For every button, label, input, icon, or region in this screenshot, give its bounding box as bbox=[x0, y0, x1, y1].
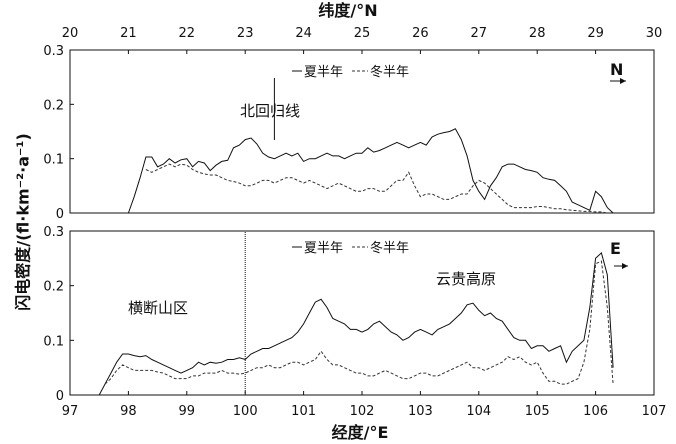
bottom-x-tick-label: 102 bbox=[350, 404, 375, 419]
top-x-tick-label: 27 bbox=[471, 26, 488, 41]
top-winter-line bbox=[145, 163, 608, 214]
top-y-tick-label: 0.2 bbox=[43, 98, 64, 113]
yungui-plateau-label: 云贵高原 bbox=[436, 270, 496, 288]
top-series bbox=[127, 128, 614, 214]
bottom-summer-line bbox=[98, 251, 614, 396]
top-x-tick-label: 29 bbox=[587, 26, 604, 41]
top-x-tick-label: 23 bbox=[237, 26, 254, 41]
top-legend-winter-label: 冬半年 bbox=[370, 64, 409, 80]
top-y-tick-label: 0 bbox=[56, 207, 64, 222]
bottom-legend-summer-label: 夏半年 bbox=[304, 241, 343, 256]
bottom-x-tick-label: 105 bbox=[525, 404, 550, 419]
bottom-x-tick-label: 97 bbox=[62, 404, 79, 419]
top-summer-line bbox=[127, 128, 614, 214]
bottom-legend-winter-label: 冬半年 bbox=[370, 240, 409, 256]
top-x-axis-title: 纬度/°N bbox=[318, 1, 377, 20]
top-legend-summer-label: 夏半年 bbox=[304, 65, 343, 80]
bottom-x-axis-title: 经度/°E bbox=[332, 423, 389, 442]
bottom-y-tick-label: 0.1 bbox=[43, 334, 64, 349]
top-x-ticks: 20 21 22 23 24 25 26 27 28 29 30 bbox=[62, 26, 663, 54]
bottom-x-tick-label: 99 bbox=[179, 404, 196, 419]
bottom-direction-label: E bbox=[610, 239, 621, 258]
top-x-tick-label: 20 bbox=[62, 26, 79, 41]
bottom-y-tick-label: 0.3 bbox=[43, 225, 64, 240]
bottom-x-tick-label: 98 bbox=[120, 404, 137, 419]
bottom-x-tick-label: 104 bbox=[466, 404, 491, 419]
top-legend: 夏半年 冬半年 bbox=[292, 64, 409, 80]
bottom-x-tick-label: 106 bbox=[583, 404, 608, 419]
y-axis-title: 闪电密度/(fl·km⁻²·a⁻¹) bbox=[14, 133, 33, 311]
bottom-legend: 夏半年 冬半年 bbox=[292, 240, 409, 256]
bottom-winter-line bbox=[104, 260, 614, 385]
top-direction-arrowhead bbox=[620, 78, 626, 84]
bottom-x-tick-label: 107 bbox=[642, 404, 667, 419]
bottom-x-tick-label: 103 bbox=[408, 404, 433, 419]
top-x-tick-label: 28 bbox=[529, 26, 546, 41]
bottom-panel: 97 98 99 100 101 102 103 104 105 106 107 0 0.1 0.2 0.… bbox=[43, 225, 666, 442]
top-y-ticks: 0 0.1 0.2 0.3 bbox=[43, 44, 74, 222]
tropic-of-cancer-label: 北回归线 bbox=[240, 102, 300, 120]
top-panel: 纬度/°N 20 21 22 23 24 25 26 27 28 29 30 00.10.20.3 … bbox=[43, 1, 662, 222]
top-x-tick-label: 22 bbox=[179, 26, 196, 41]
bottom-x-ticks: 97 98 99 100 101 102 103 104 105 106 107 bbox=[62, 391, 667, 419]
top-x-tick-label: 24 bbox=[295, 26, 312, 41]
bottom-x-tick-label: 101 bbox=[291, 404, 316, 419]
top-plot-frame bbox=[69, 49, 655, 214]
bottom-x-tick-label: 100 bbox=[233, 404, 258, 419]
hengduan-mountains-label: 横断山区 bbox=[128, 299, 188, 317]
top-x-tick-label: 21 bbox=[120, 26, 137, 41]
bottom-direction-arrowhead bbox=[622, 263, 628, 269]
top-x-tick-label: 26 bbox=[412, 26, 429, 41]
bottom-y-tick-label: 0 bbox=[56, 389, 64, 404]
bottom-series bbox=[98, 251, 614, 396]
top-x-tick-label: 25 bbox=[354, 26, 371, 41]
top-x-tick-label: 30 bbox=[646, 26, 663, 41]
bottom-y-ticks: 0 0.1 0.2 0.3 bbox=[43, 225, 74, 404]
top-direction-label: N bbox=[610, 60, 623, 79]
top-y-tick-label: 0.3 bbox=[43, 44, 64, 59]
top-y-tick-label: 0.1 bbox=[43, 153, 64, 168]
bottom-y-tick-label: 0.2 bbox=[43, 280, 64, 295]
